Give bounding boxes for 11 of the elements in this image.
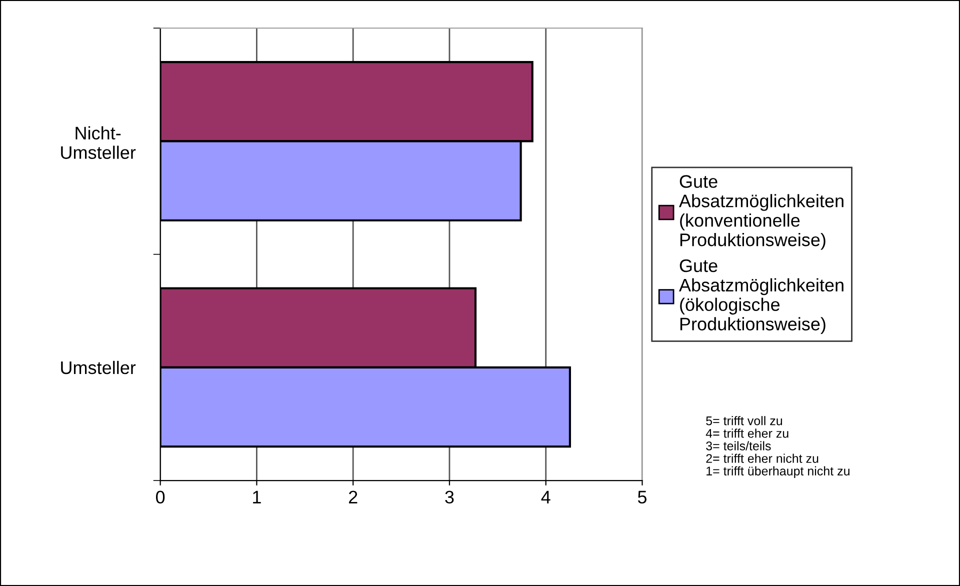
y-tick-label: Umsteller (61, 360, 136, 374)
y-tick-label: Nicht- Umsteller (61, 126, 136, 159)
x-tick-label: 5 (638, 490, 647, 504)
text: 5= trifft voll zu 4= trifft eher zu 3= teils/teils 2= trifft eher nicht zu 1= trifft überhaupt nicht zu (706, 416, 850, 478)
legend-label: Gute Absatzmöglichkeiten (ökologische Produktionsweise) (679, 259, 844, 334)
x-tick-label: 2 (348, 490, 358, 504)
x-tick-label: 4 (541, 490, 550, 504)
x-tick-label: 3 (445, 490, 454, 504)
x-tick-label: 1 (253, 490, 261, 504)
legend-label: Gute Absatzmöglichkeiten (konventionelle Produktionsweise) (679, 175, 844, 250)
x-tick-label: 0 (156, 490, 165, 504)
